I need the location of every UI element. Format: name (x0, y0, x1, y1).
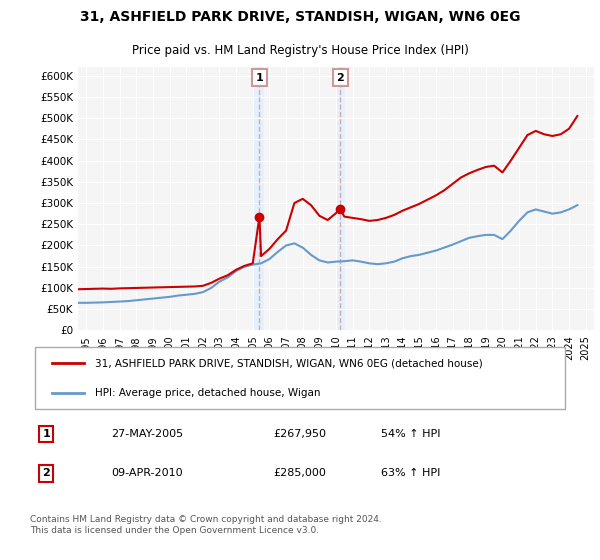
Text: 63% ↑ HPI: 63% ↑ HPI (381, 468, 440, 478)
Text: Price paid vs. HM Land Registry's House Price Index (HPI): Price paid vs. HM Land Registry's House … (131, 44, 469, 57)
Bar (335, 67, 346, 330)
Text: 09-APR-2010: 09-APR-2010 (111, 468, 182, 478)
Text: £267,950: £267,950 (273, 429, 326, 439)
Text: 54% ↑ HPI: 54% ↑ HPI (381, 429, 440, 439)
Text: 2: 2 (43, 468, 50, 478)
Text: £285,000: £285,000 (273, 468, 326, 478)
Text: Contains HM Land Registry data © Crown copyright and database right 2024.
This d: Contains HM Land Registry data © Crown c… (30, 515, 382, 535)
FancyBboxPatch shape (35, 347, 565, 409)
Text: HPI: Average price, detached house, Wigan: HPI: Average price, detached house, Wiga… (95, 388, 320, 398)
Text: 27-MAY-2005: 27-MAY-2005 (111, 429, 183, 439)
Text: 2: 2 (337, 73, 344, 83)
Text: 31, ASHFIELD PARK DRIVE, STANDISH, WIGAN, WN6 0EG (detached house): 31, ASHFIELD PARK DRIVE, STANDISH, WIGAN… (95, 358, 482, 368)
Text: 31, ASHFIELD PARK DRIVE, STANDISH, WIGAN, WN6 0EG: 31, ASHFIELD PARK DRIVE, STANDISH, WIGAN… (80, 10, 520, 24)
Text: 1: 1 (43, 429, 50, 439)
Bar (254, 67, 265, 330)
Text: 1: 1 (256, 73, 263, 83)
